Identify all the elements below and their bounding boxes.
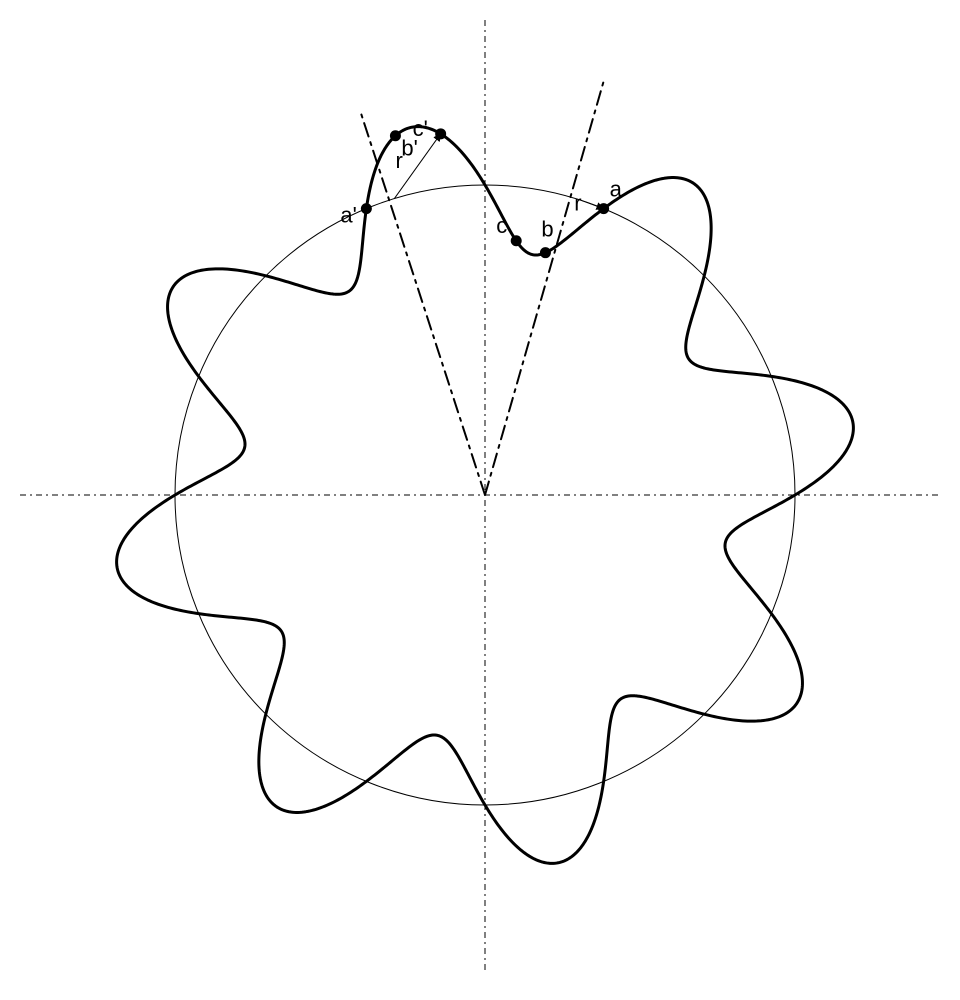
gear-diagram: rrabcc'b'a' [0, 0, 960, 1000]
point-bprime [390, 130, 401, 141]
point-cprime [435, 128, 446, 139]
point-b [540, 247, 551, 258]
label-aprime: a' [340, 203, 356, 228]
label-b: b [541, 217, 553, 242]
label-c: c [496, 213, 507, 238]
label-a: a [610, 177, 623, 202]
point-c [511, 235, 522, 246]
label-bprime: b' [401, 136, 417, 161]
point-a [598, 203, 609, 214]
arrow-r-right-label: r [574, 190, 581, 215]
ray-right [485, 82, 604, 495]
ray-left [361, 115, 485, 495]
point-aprime [361, 203, 372, 214]
